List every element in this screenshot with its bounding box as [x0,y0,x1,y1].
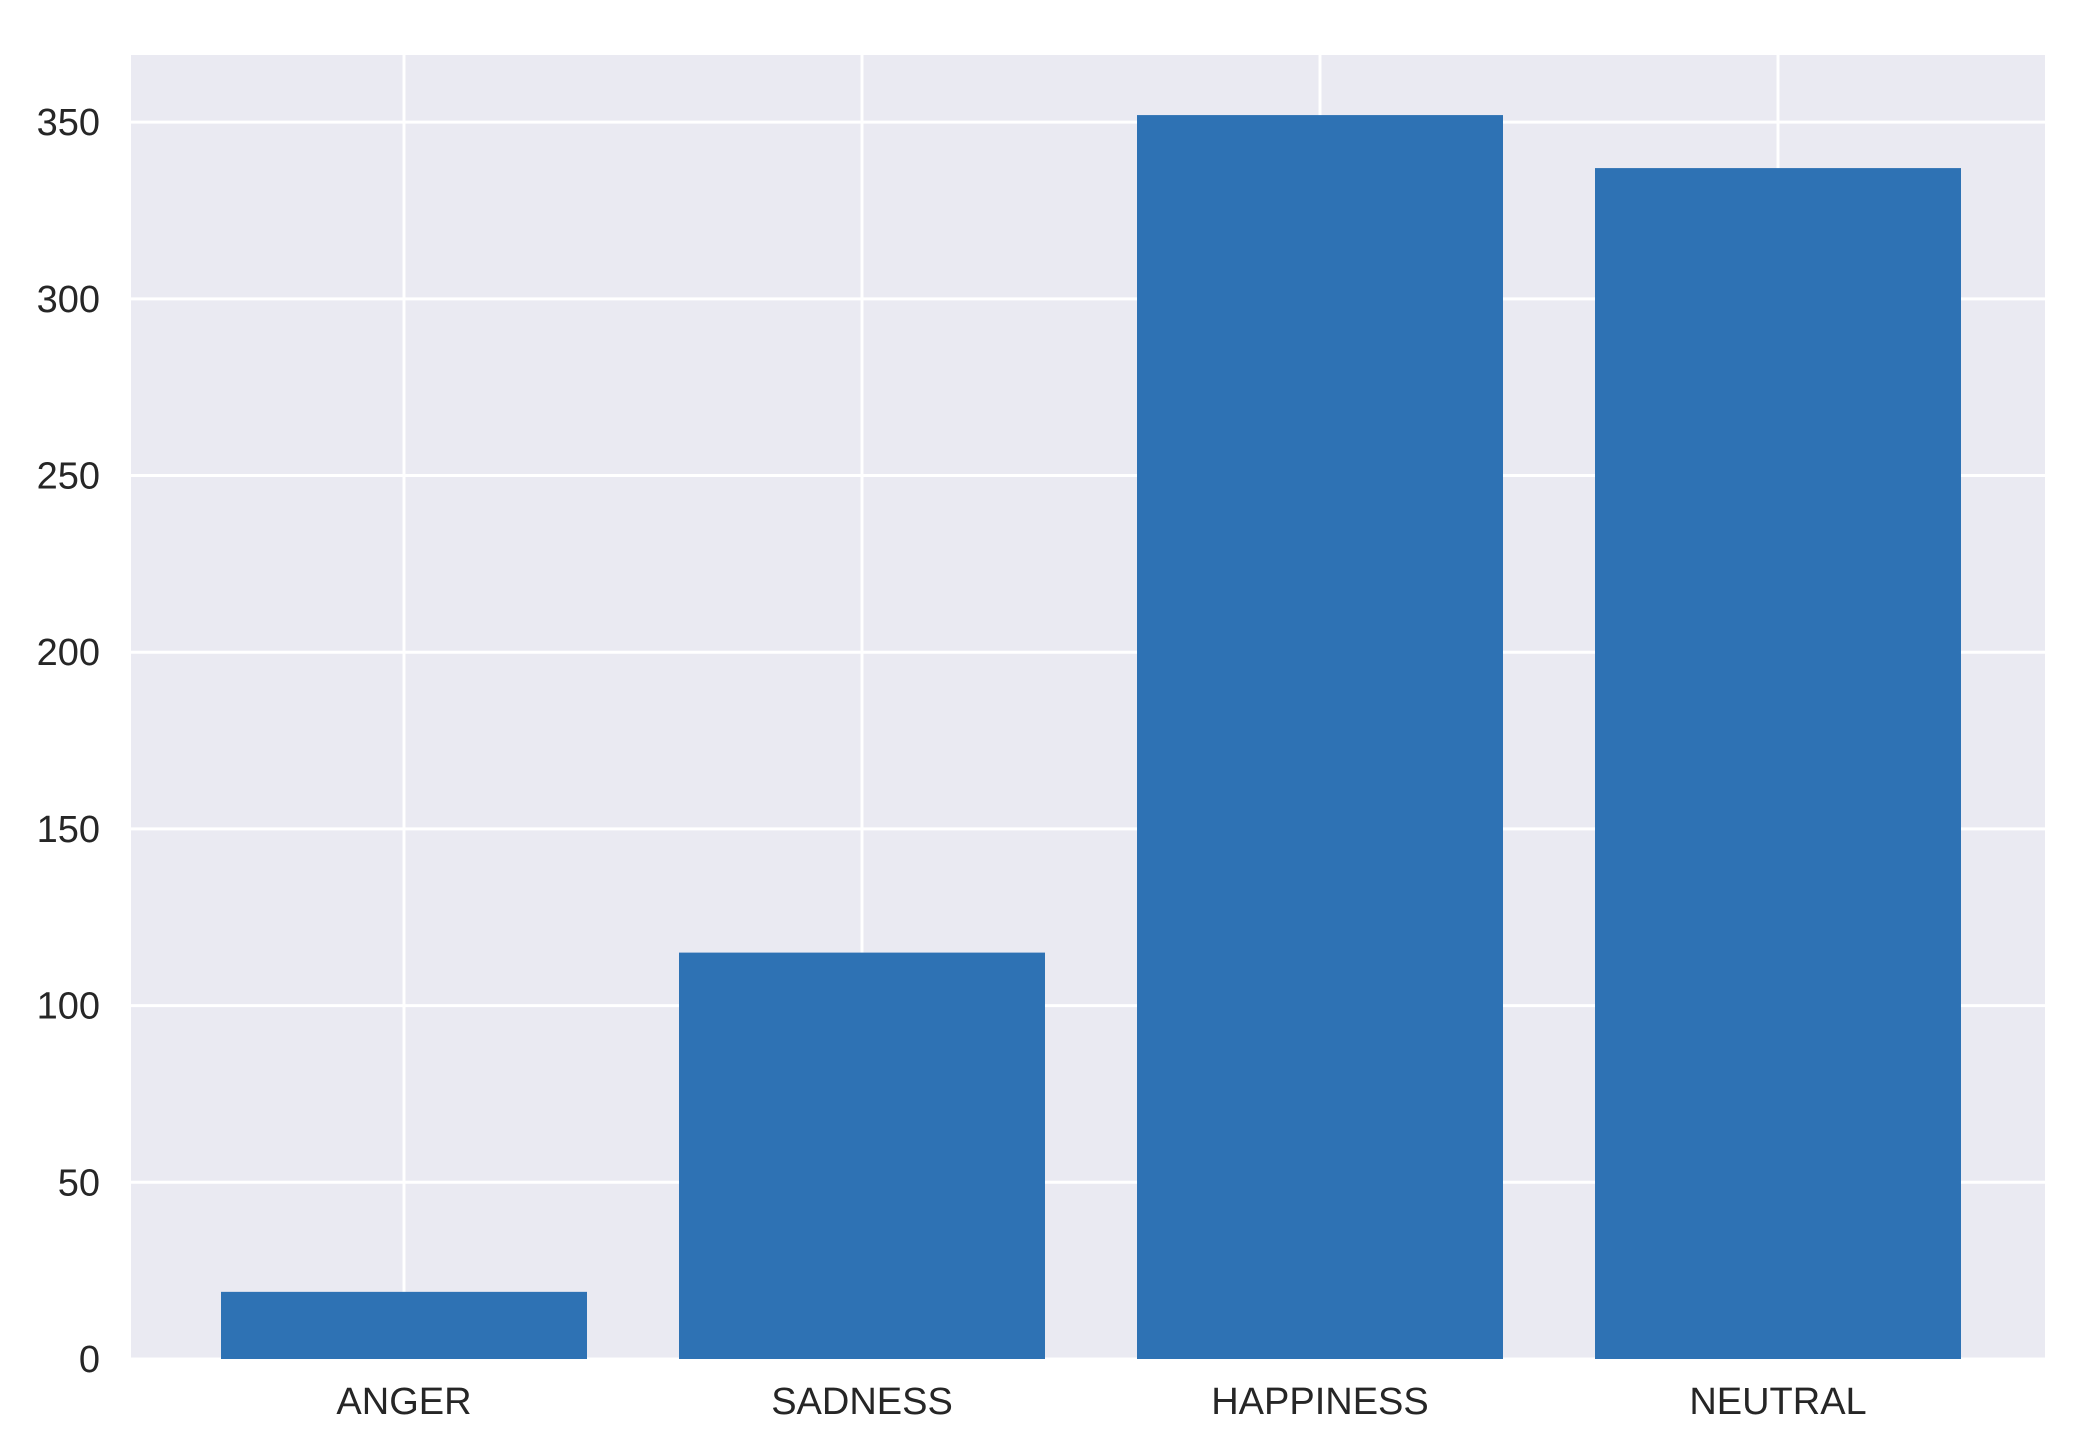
bars [221,115,1961,1360]
y-tick-label: 250 [37,456,100,498]
bar-neutral [1595,168,1961,1360]
x-axis-ticks: ANGER SADNESS HAPPINESS NEUTRAL [336,1381,1866,1423]
bar-sadness [679,952,1045,1359]
y-tick-label: 150 [37,809,100,851]
y-tick-label: 300 [37,279,100,321]
y-tick-label: 50 [58,1162,100,1204]
y-tick-label: 200 [37,632,100,674]
x-tick-label: ANGER [336,1381,471,1423]
y-tick-label: 350 [37,102,100,144]
y-tick-label: 0 [79,1339,100,1381]
y-tick-label: 100 [37,986,100,1028]
bar-anger [221,1291,587,1359]
x-tick-label: HAPPINESS [1211,1381,1429,1423]
x-tick-label: SADNESS [771,1381,953,1423]
bar-happiness [1137,115,1503,1359]
y-axis-ticks: 0 50 100 150 200 250 300 350 [37,102,100,1381]
x-tick-label: NEUTRAL [1689,1381,1866,1423]
